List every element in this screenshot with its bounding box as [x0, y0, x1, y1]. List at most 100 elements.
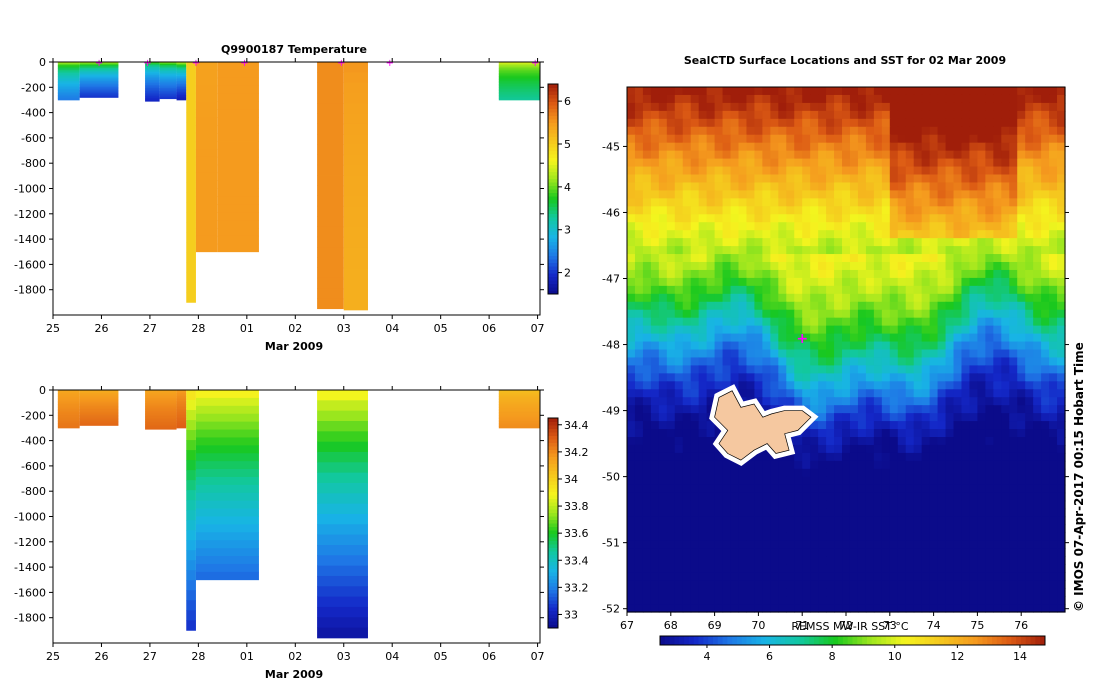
sst-cell: [810, 222, 819, 231]
temperature-profiles: [57, 62, 540, 311]
sst-cell: [1017, 381, 1026, 390]
lat-tick-label: -45: [602, 140, 620, 153]
sst-cell: [1057, 508, 1066, 518]
sst-colorbar-swatch: [905, 636, 911, 645]
profile-1-layer: [79, 73, 119, 76]
sst-cell: [690, 238, 700, 247]
profile-3-layer: [176, 405, 187, 408]
sst-cell: [897, 190, 907, 199]
sst-cell: [642, 269, 652, 279]
sst-cell: [889, 413, 899, 422]
sst-cell: [1001, 285, 1010, 295]
sst-cell: [1009, 110, 1018, 120]
sst-colorbar-swatch: [737, 636, 743, 645]
sst-cell: [1025, 230, 1034, 239]
sst-cell: [698, 317, 708, 327]
sst-cell: [627, 102, 636, 112]
sst-field: [627, 87, 1066, 613]
profile-9-layer: [343, 289, 368, 301]
sst-cell: [770, 214, 779, 223]
profile-4-layer: [186, 440, 196, 451]
sst-cell: [969, 214, 978, 223]
sst-cell: [682, 198, 692, 207]
sst-cell: [953, 150, 963, 160]
sst-cell: [722, 596, 732, 605]
sst-cell: [682, 349, 692, 359]
sst-cell: [770, 142, 779, 152]
sst-cell: [921, 190, 931, 199]
sst-cell: [945, 349, 955, 359]
profile-8-layer: [317, 298, 344, 310]
sst-cell: [1001, 87, 1010, 96]
sst-colorbar-swatch: [987, 636, 993, 645]
sst-cell: [818, 246, 827, 255]
sst-cell: [1033, 421, 1042, 430]
sst-cell: [921, 158, 931, 168]
sst-cell: [993, 206, 1002, 215]
profile-3-layer: [159, 78, 177, 81]
sst-cell: [682, 238, 692, 247]
sst-cell: [873, 333, 883, 343]
sst-cell: [770, 580, 779, 589]
sst-cell: [1009, 190, 1018, 199]
sst-cell: [905, 230, 915, 239]
sst-cell: [857, 341, 867, 351]
sst-cell: [945, 254, 955, 263]
sst-cell: [770, 254, 779, 263]
sst-cell: [977, 564, 986, 573]
sst-cell: [802, 572, 811, 581]
profile-0-layer: [57, 401, 80, 404]
sst-cell: [810, 492, 819, 502]
sst-cell: [642, 333, 652, 343]
sst-cell: [826, 190, 835, 199]
sst-colorbar-swatch: [968, 636, 974, 645]
sst-cell: [857, 158, 867, 168]
sst-cell: [873, 293, 883, 303]
sst-cell: [786, 604, 795, 613]
sst-cell: [897, 381, 907, 390]
sst-cell: [857, 301, 867, 311]
profile-3-layer: [159, 62, 177, 64]
sst-cell: [770, 206, 779, 215]
sst-cell: [746, 301, 756, 311]
sst-cell: [945, 277, 955, 287]
sst-cell: [905, 357, 915, 367]
sst-cell: [746, 588, 756, 597]
sst-cell: [674, 524, 684, 534]
sst-cell: [1025, 389, 1034, 398]
sst-cell: [961, 134, 971, 144]
sst-colorbar-swatch: [924, 636, 930, 645]
sst-cell: [706, 429, 716, 438]
sst-cell: [770, 190, 779, 199]
sst-cell: [921, 325, 931, 335]
sst-cell: [849, 309, 859, 319]
profile-2-layer: [145, 73, 160, 76]
sst-cell: [706, 588, 716, 597]
sst-cell: [1009, 540, 1018, 549]
sst-cell: [1057, 389, 1066, 398]
sst-cell: [985, 222, 994, 231]
sst-cell: [690, 381, 700, 390]
sst-cell: [746, 365, 756, 374]
sst-cell: [738, 102, 748, 112]
sst-cell: [873, 532, 883, 542]
sst-cell: [1041, 357, 1050, 367]
sst-cell: [953, 405, 963, 414]
sst-cell: [929, 190, 939, 199]
x-tick-label: 07: [531, 322, 545, 335]
sst-cell: [897, 293, 907, 303]
sst-colorbar-swatch: [732, 636, 738, 645]
sst-cell: [770, 309, 779, 319]
sst-cell: [1041, 158, 1050, 168]
sst-cell: [746, 126, 756, 136]
sst-cell: [1041, 269, 1050, 279]
sst-cell: [738, 293, 748, 303]
sst-cell: [1041, 254, 1050, 263]
sst-cell: [961, 118, 971, 128]
colorbar-swatch: [548, 512, 558, 517]
profile-0-layer: [57, 423, 80, 426]
sst-cell: [1009, 468, 1018, 478]
sst-cell: [842, 532, 851, 542]
profile-7-layer: [498, 426, 540, 429]
sst-cell: [1057, 429, 1066, 438]
